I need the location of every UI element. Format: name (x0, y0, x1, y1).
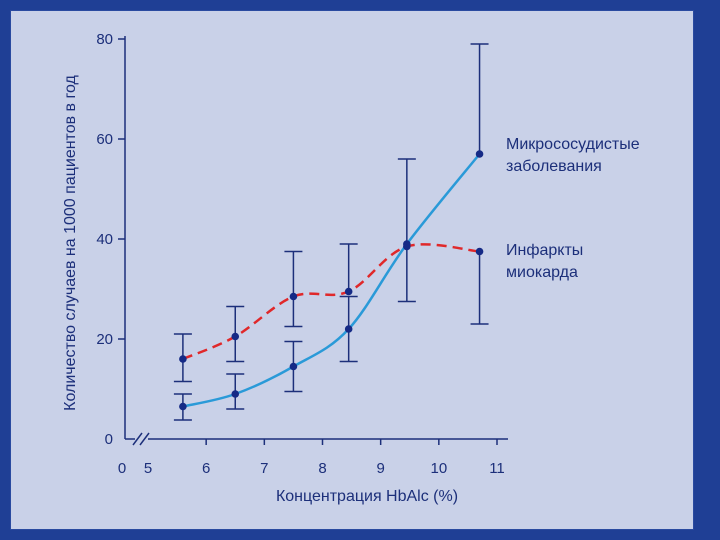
axis-break-marker (132, 432, 150, 446)
x-ticks: 0 5 6 7 8 9 10 11 (118, 439, 505, 477)
series-label-0: Микрососудистые (506, 136, 640, 153)
y-ticks: 0 20 40 60 80 (96, 31, 125, 448)
series-label-1: миокарда (506, 264, 578, 281)
x-tick-label: 5 (144, 460, 152, 477)
y-tick-label: 40 (96, 231, 113, 248)
x-tick-label: 11 (489, 460, 505, 477)
x-tick-label: 7 (260, 460, 268, 477)
series-0-point (289, 362, 298, 371)
y-tick-label: 20 (96, 331, 113, 348)
series-1-point (403, 242, 411, 251)
y-tick-label: 80 (96, 31, 113, 48)
chart-panel: 0 20 40 60 80 0 5 6 7 8 9 10 11 Количество случаев … (11, 11, 693, 529)
x-tick-label: 10 (430, 460, 447, 477)
series-1-point (179, 355, 187, 363)
x-tick-label: 9 (376, 460, 384, 477)
x-tick-label: 8 (318, 460, 326, 477)
series-labels: Микрососудистые заболевания Инфаркты миокар… (506, 136, 640, 281)
series-layer (173, 43, 489, 421)
series-1-point (231, 332, 240, 341)
series-0-point (231, 390, 240, 398)
series-label-0: заболевания (506, 158, 602, 175)
series-0-point (475, 150, 484, 158)
y-tick-label: 0 (105, 431, 113, 448)
series-line-1 (182, 243, 480, 361)
error-bars-series-1 (173, 243, 489, 383)
series-1-point (344, 287, 353, 296)
series-1-point (289, 292, 298, 301)
y-tick-label: 60 (96, 131, 113, 148)
series-1-point (475, 247, 484, 256)
x-axis-title: Концентрация HbAlc (%) (276, 488, 458, 505)
axes (124, 36, 508, 446)
series-0-point (344, 325, 353, 333)
series-line-0 (182, 153, 481, 408)
y-axis-title: Количество случаев на 1000 пациентов в г… (62, 74, 79, 410)
chart: 0 20 40 60 80 0 5 6 7 8 9 10 11 Количество случаев … (62, 31, 640, 505)
series-0-point (179, 402, 187, 411)
x-tick-label: 0 (118, 460, 126, 477)
series-label-1: Инфаркты (506, 242, 583, 259)
x-tick-label: 6 (202, 460, 210, 477)
error-bars-series-0 (173, 43, 489, 421)
